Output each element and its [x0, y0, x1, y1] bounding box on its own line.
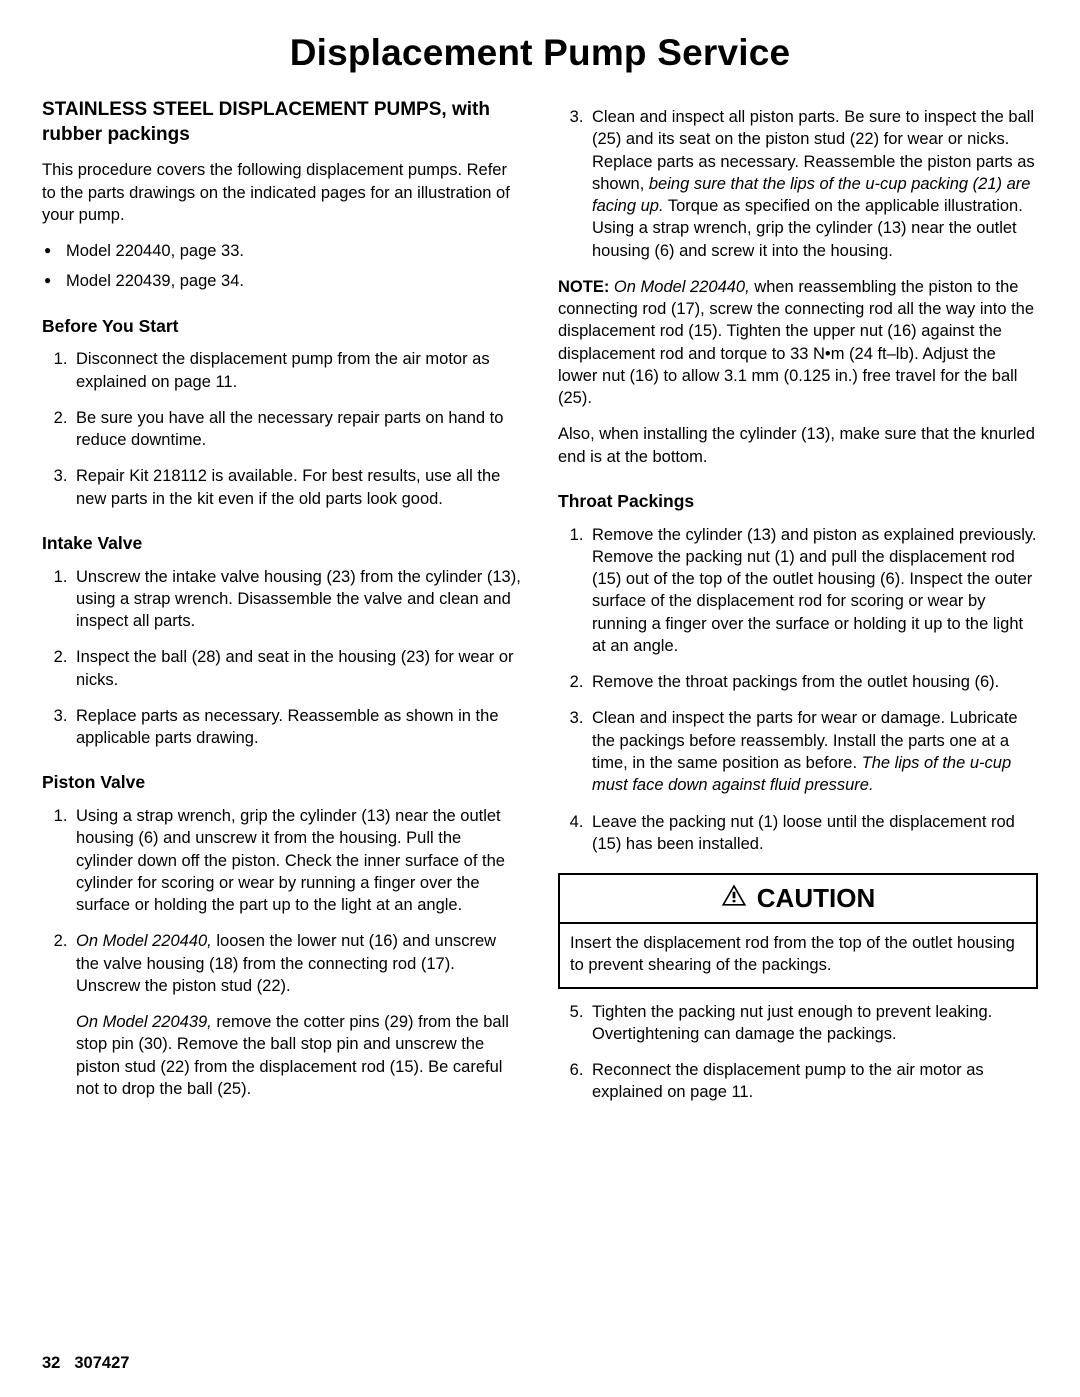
intro-paragraph: This procedure covers the following disp…: [42, 159, 522, 226]
list-item: Disconnect the displacement pump from th…: [72, 348, 522, 393]
heading-intake-valve: Intake Valve: [42, 532, 522, 556]
section-heading-pumps: STAINLESS STEEL DISPLACEMENT PUMPS, with…: [42, 98, 522, 147]
heading-piston-valve: Piston Valve: [42, 771, 522, 795]
list-item: Clean and inspect all piston parts. Be s…: [588, 106, 1038, 262]
model-ref: On Model 220439,: [76, 1013, 212, 1031]
list-item: Remove the cylinder (13) and piston as e…: [588, 524, 1038, 658]
list-item: Tighten the packing nut just enough to p…: [588, 1001, 1038, 1046]
page-number: 32: [42, 1354, 60, 1372]
also-paragraph: Also, when installing the cylinder (13),…: [558, 423, 1038, 468]
before-steps: Disconnect the displacement pump from th…: [42, 348, 522, 510]
warning-icon: [721, 881, 747, 916]
right-column: Clean and inspect all piston parts. Be s…: [558, 98, 1038, 1118]
two-column-layout: STAINLESS STEEL DISPLACEMENT PUMPS, with…: [42, 98, 1038, 1118]
list-item: Reconnect the displacement pump to the a…: [588, 1059, 1038, 1104]
list-item: Clean and inspect the parts for wear or …: [588, 707, 1038, 796]
caution-header: CAUTION: [560, 875, 1036, 924]
model-ref: On Model 220440,: [609, 278, 749, 296]
list-item: On Model 220440, loosen the lower nut (1…: [72, 930, 522, 1100]
list-item: Be sure you have all the necessary repai…: [72, 407, 522, 452]
throat-steps-5-6: Tighten the packing nut just enough to p…: [558, 1001, 1038, 1104]
page-footer: 32 307427: [42, 1354, 129, 1373]
model-ref: On Model 220440,: [76, 932, 212, 950]
note-label: NOTE:: [558, 278, 609, 296]
document-number: 307427: [74, 1354, 129, 1372]
piston-steps-right: Clean and inspect all piston parts. Be s…: [558, 106, 1038, 262]
caution-body: Insert the displacement rod from the top…: [560, 924, 1036, 987]
note-paragraph: NOTE: On Model 220440, when reassembling…: [558, 276, 1038, 410]
heading-throat-packings: Throat Packings: [558, 490, 1038, 514]
caution-title: CAUTION: [757, 881, 875, 916]
list-item: Model 220440, page 33.: [42, 240, 522, 262]
intake-steps: Unscrew the intake valve housing (23) fr…: [42, 566, 522, 750]
left-column: STAINLESS STEEL DISPLACEMENT PUMPS, with…: [42, 98, 522, 1118]
list-item: Leave the packing nut (1) loose until th…: [588, 811, 1038, 856]
list-item: Replace parts as necessary. Reassemble a…: [72, 705, 522, 750]
model-list: Model 220440, page 33. Model 220439, pag…: [42, 240, 522, 293]
piston-steps-left: Using a strap wrench, grip the cylinder …: [42, 805, 522, 1100]
caution-box: CAUTION Insert the displacement rod from…: [558, 873, 1038, 989]
list-item: Model 220439, page 34.: [42, 270, 522, 292]
throat-steps-1-4: Remove the cylinder (13) and piston as e…: [558, 524, 1038, 855]
list-item: Remove the throat packings from the outl…: [588, 671, 1038, 693]
note-text: when reassembling the piston to the conn…: [558, 278, 1034, 407]
heading-before-you-start: Before You Start: [42, 315, 522, 339]
page-title: Displacement Pump Service: [42, 32, 1038, 74]
list-item: Using a strap wrench, grip the cylinder …: [72, 805, 522, 916]
list-item: Repair Kit 218112 is available. For best…: [72, 465, 522, 510]
list-item: Inspect the ball (28) and seat in the ho…: [72, 646, 522, 691]
list-item: Unscrew the intake valve housing (23) fr…: [72, 566, 522, 633]
